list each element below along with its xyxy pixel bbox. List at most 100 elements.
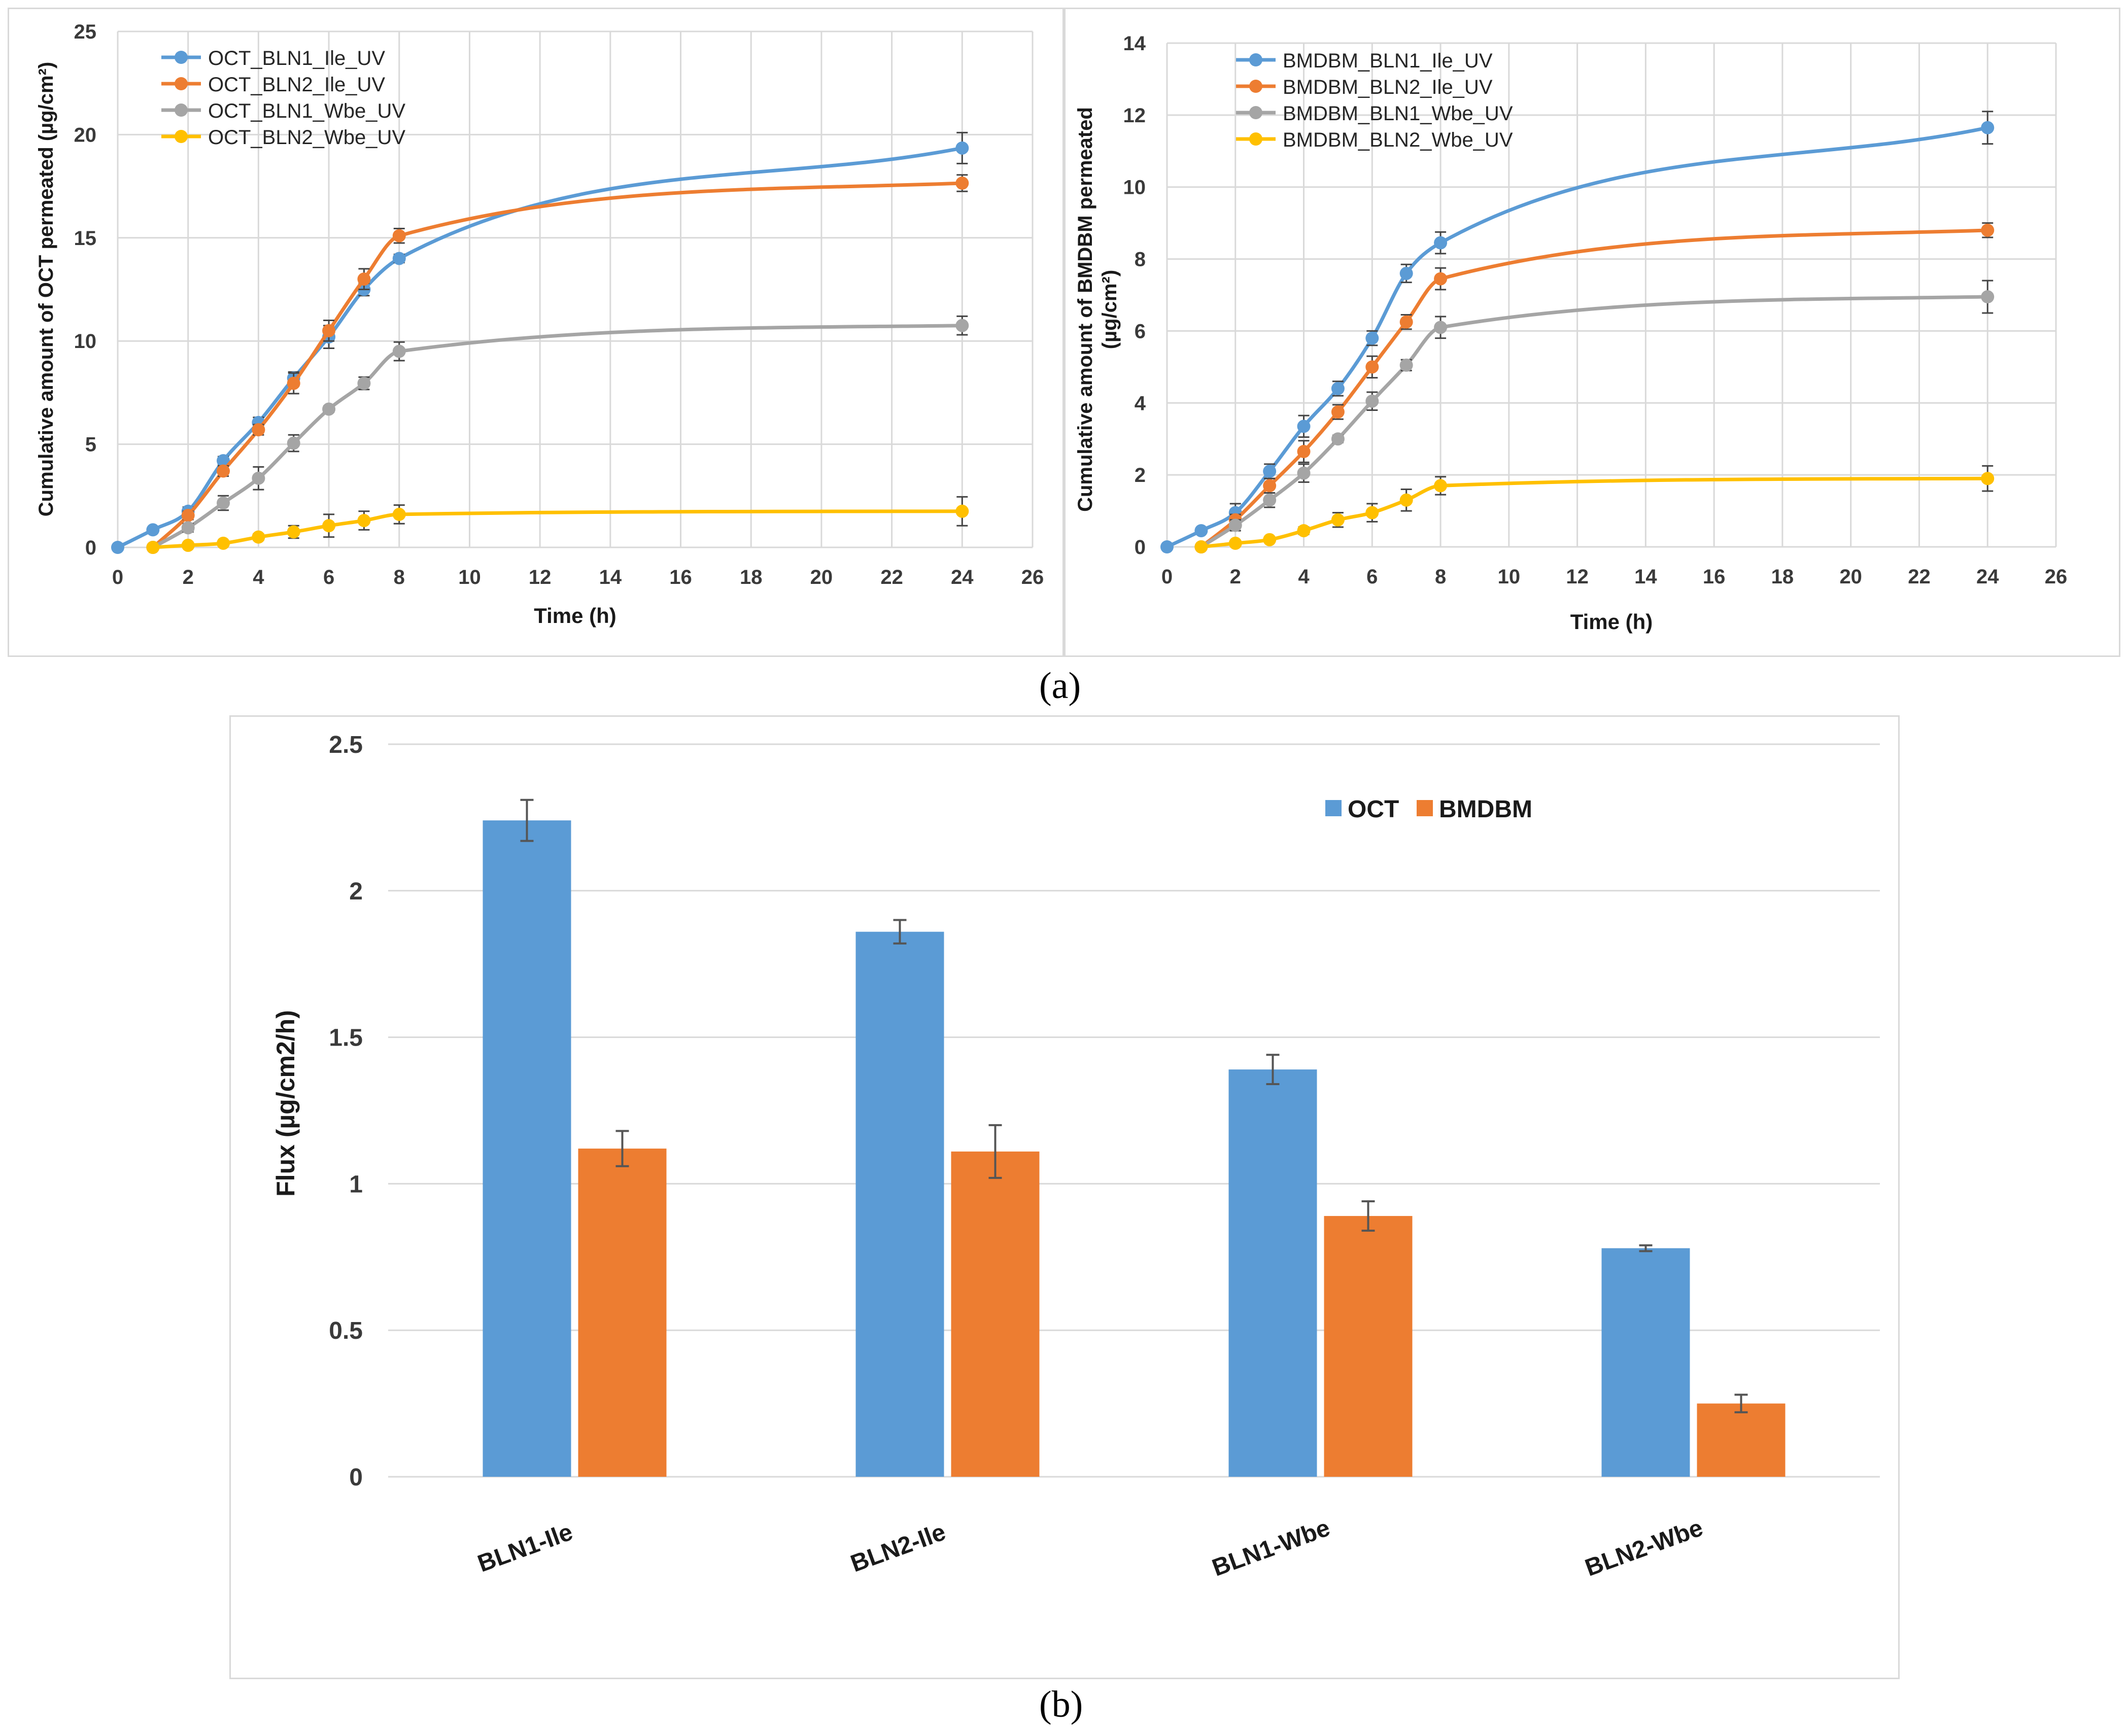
data-point-BMDBM_BLN1_Wbe_UV: [1365, 394, 1379, 408]
data-point-BMDBM_BLN2_Ile_UV: [1297, 445, 1311, 459]
data-point-OCT_BLN1_Ile_UV: [146, 523, 160, 537]
x-tick-label: 8: [394, 566, 405, 588]
legend-label: BMDBM_BLN2_Ile_UV: [1283, 76, 1493, 98]
data-point-OCT_BLN1_Wbe_UV: [357, 376, 371, 390]
data-point-BMDBM_BLN2_Wbe_UV: [1228, 536, 1242, 550]
data-point-OCT_BLN2_Wbe_UV: [392, 507, 406, 521]
bar-OCT-BLN1-Ile: [483, 820, 571, 1477]
data-point-BMDBM_BLN2_Ile_UV: [1434, 272, 1448, 286]
y-tick-label: 4: [1135, 392, 1146, 414]
legend-label: BMDBM: [1439, 796, 1532, 823]
x-tick-label: 14: [599, 566, 622, 588]
y-tick-label: 0.5: [329, 1317, 363, 1344]
x-tick-label: 6: [323, 566, 334, 588]
legend-label: OCT_BLN1_Wbe_UV: [208, 100, 405, 122]
data-point-BMDBM_BLN1_Ile_UV: [1365, 331, 1379, 345]
data-point-OCT_BLN2_Wbe_UV: [217, 536, 230, 550]
data-point-BMDBM_BLN1_Ile_UV: [1434, 236, 1448, 250]
data-point-OCT_BLN2_Wbe_UV: [252, 530, 265, 544]
data-point-OCT_BLN1_Wbe_UV: [181, 521, 195, 535]
bar-OCT-BLN2-Ile: [855, 931, 944, 1477]
legend-swatch-marker: [175, 51, 188, 64]
data-point-BMDBM_BLN2_Ile_UV: [1365, 360, 1379, 374]
data-point-OCT_BLN2_Ile_UV: [955, 176, 969, 190]
y-tick-label: 15: [74, 227, 97, 250]
data-point-BMDBM_BLN1_Wbe_UV: [1399, 358, 1413, 372]
x-tick-label: 24: [1976, 566, 1999, 588]
data-point-BMDBM_BLN1_Wbe_UV: [1263, 493, 1277, 507]
data-point-OCT_BLN2_Wbe_UV: [357, 514, 371, 528]
x-tick-label: 16: [669, 566, 692, 588]
data-point-OCT_BLN1_Wbe_UV: [252, 471, 265, 485]
y-tick-label: 8: [1135, 249, 1146, 271]
y-tick-label: 2.5: [329, 732, 363, 758]
bar-OCT-BLN2-Wbe: [1601, 1248, 1690, 1477]
x-tick-label: 22: [880, 566, 903, 588]
category-label: BLN2-Wbe: [1582, 1514, 1706, 1582]
y-tick-label: 1.5: [329, 1025, 363, 1052]
bar-BMDBM-BLN1-Wbe: [1324, 1216, 1413, 1477]
x-axis-label: Time (h): [1570, 610, 1653, 634]
y-tick-label: 6: [1135, 320, 1146, 342]
data-point-OCT_BLN1_Wbe_UV: [322, 402, 336, 416]
y-axis-label: Flux (µg/cm2/h): [271, 1010, 300, 1197]
data-point-OCT_BLN2_Wbe_UV: [287, 525, 300, 539]
legend-swatch-marker: [1249, 106, 1262, 119]
y-axis-label: Cumulative amount of OCT permeated (µg/c…: [35, 62, 57, 516]
category-label: BLN1-Ile: [474, 1518, 576, 1577]
legend-label: OCT_BLN1_Ile_UV: [208, 47, 385, 70]
legend-swatch: [1417, 800, 1433, 816]
y-tick-label: 2: [1135, 464, 1146, 487]
category-label: BLN2-Ile: [847, 1518, 949, 1577]
data-point-BMDBM_BLN2_Wbe_UV: [1263, 533, 1277, 546]
data-point-OCT_BLN2_Ile_UV: [357, 272, 371, 286]
x-tick-label: 12: [1566, 566, 1589, 588]
legend-label: OCT: [1348, 796, 1399, 823]
data-point-BMDBM_BLN1_Ile_UV: [1160, 540, 1174, 553]
x-tick-label: 16: [1703, 566, 1726, 588]
y-tick-label: 0: [1135, 536, 1146, 559]
data-point-OCT_BLN1_Ile_UV: [111, 541, 124, 554]
y-tick-label: 12: [1123, 105, 1146, 127]
data-point-BMDBM_BLN2_Wbe_UV: [1434, 479, 1448, 493]
data-point-OCT_BLN2_Wbe_UV: [322, 519, 336, 533]
caption-a: (a): [1039, 665, 1081, 707]
data-point-OCT_BLN1_Ile_UV: [392, 252, 406, 265]
y-tick-label: 10: [74, 330, 97, 353]
x-tick-label: 14: [1634, 566, 1657, 588]
data-point-OCT_BLN1_Wbe_UV: [392, 344, 406, 358]
x-tick-label: 4: [253, 566, 264, 588]
data-point-BMDBM_BLN2_Ile_UV: [1331, 405, 1345, 419]
data-point-OCT_BLN2_Wbe_UV: [181, 538, 195, 552]
data-point-BMDBM_BLN1_Wbe_UV: [1331, 432, 1345, 446]
data-point-OCT_BLN1_Wbe_UV: [287, 436, 300, 450]
y-tick-label: 5: [85, 434, 96, 456]
legend-label: BMDBM_BLN1_Ile_UV: [1283, 50, 1493, 72]
x-tick-label: 18: [1771, 566, 1794, 588]
data-point-BMDBM_BLN2_Wbe_UV: [1297, 524, 1311, 538]
data-point-BMDBM_BLN1_Ile_UV: [1981, 121, 1995, 134]
y-tick-label: 2: [349, 878, 363, 905]
bar-BMDBM-BLN2-Ile: [951, 1151, 1040, 1477]
x-tick-label: 18: [740, 566, 763, 588]
y-tick-label: 14: [1123, 32, 1146, 55]
data-point-OCT_BLN2_Ile_UV: [252, 423, 265, 437]
x-tick-label: 20: [810, 566, 833, 588]
legend-swatch: [1325, 800, 1342, 816]
x-tick-label: 24: [951, 566, 974, 588]
data-point-OCT_BLN2_Wbe_UV: [146, 541, 160, 554]
x-tick-label: 6: [1366, 566, 1378, 588]
legend-label: OCT_BLN2_Wbe_UV: [208, 126, 405, 149]
legend-label: OCT_BLN2_Ile_UV: [208, 74, 385, 96]
data-point-BMDBM_BLN1_Ile_UV: [1297, 420, 1311, 433]
legend-swatch-marker: [1249, 53, 1262, 66]
legend-swatch-marker: [175, 77, 188, 90]
data-point-OCT_BLN2_Ile_UV: [322, 324, 336, 337]
data-point-OCT_BLN2_Ile_UV: [181, 508, 195, 522]
x-tick-label: 26: [2045, 566, 2068, 588]
x-tick-label: 0: [1161, 566, 1173, 588]
x-tick-label: 26: [1021, 566, 1044, 588]
caption-b: (b): [1039, 1684, 1083, 1725]
legend-label: BMDBM_BLN2_Wbe_UV: [1283, 129, 1513, 151]
